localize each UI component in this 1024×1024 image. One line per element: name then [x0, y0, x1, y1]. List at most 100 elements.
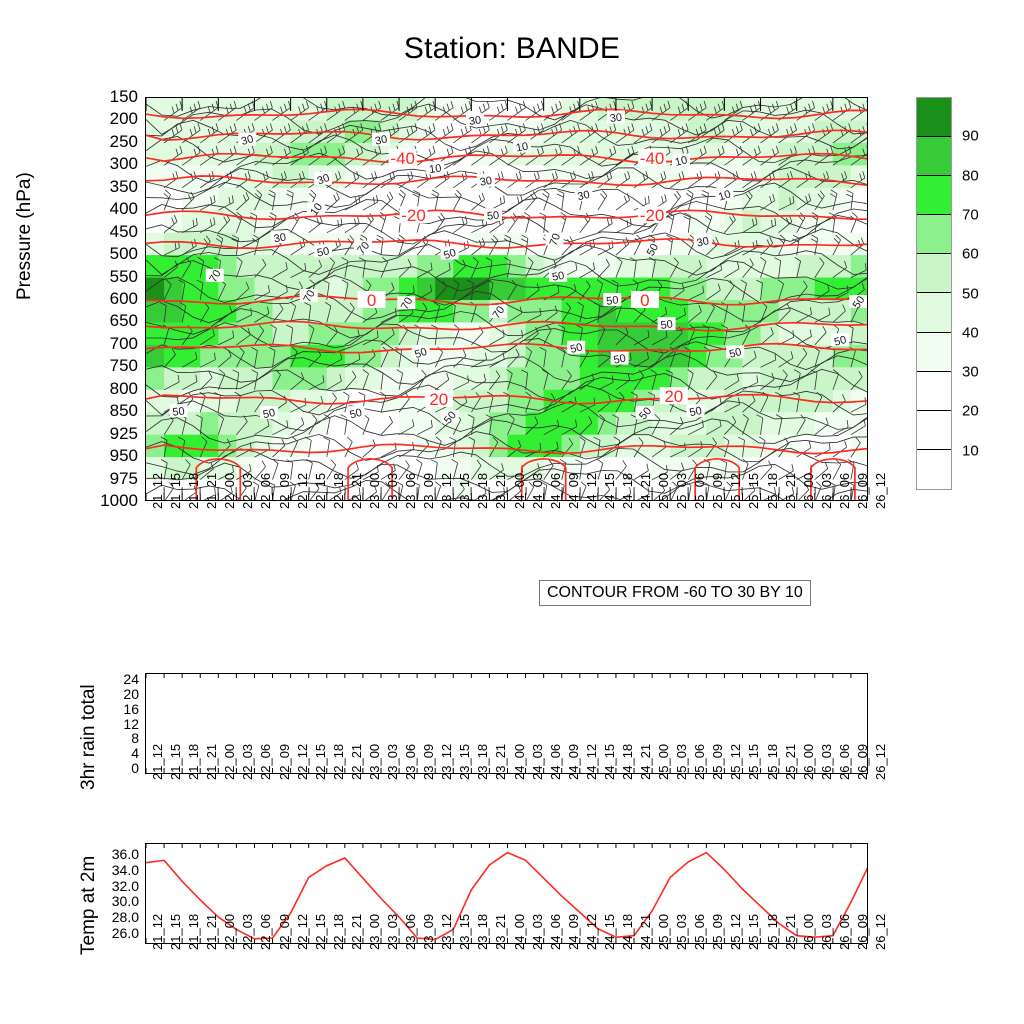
temp-xtick-24_12: 24_12 — [583, 913, 599, 950]
isotherm-label: -20 — [640, 206, 665, 225]
rain_panel-tick-12: 12 — [123, 715, 139, 732]
colorbar-tick-20: 20 — [962, 402, 979, 420]
temp-xtick-24_21: 24_21 — [638, 913, 654, 950]
rain-xtick-24_00: 24_00 — [511, 743, 527, 780]
rain-xtick-25_12: 25_12 — [728, 743, 744, 780]
colorbar-tick-50: 50 — [962, 285, 979, 302]
main-xtick-23_15: 23_15 — [457, 472, 473, 509]
rh-contour-label: 50 — [172, 405, 185, 418]
temp-xtick-24_00: 24_00 — [511, 913, 527, 950]
temperature-2m-plot[interactable] — [145, 843, 868, 944]
rain-xtick-25_21: 25_21 — [782, 743, 798, 780]
temp-xtick-25_03: 25_03 — [674, 913, 690, 950]
pressure-tick-750: 750 — [109, 356, 138, 376]
contour-caption: CONTOUR FROM -60 TO 30 BY 10 — [539, 580, 811, 606]
temp-xtick-23_09: 23_09 — [421, 913, 437, 950]
isotherm-label: 20 — [429, 390, 448, 409]
rh-contour-label: 50 — [851, 294, 868, 311]
temp-y-axis-labels: 36.0 34.0 32.0 30.0 28.0 26.0 — [45, 843, 139, 944]
rain-xtick-26_03: 26_03 — [818, 743, 834, 780]
colorbar-band-1 — [917, 137, 951, 177]
rh-label-bg — [643, 242, 662, 256]
temp-xtick-24_03: 24_03 — [529, 913, 545, 950]
temp_panel-tick-28.0: 28.0 — [111, 909, 139, 926]
rain-xtick-23_06: 23_06 — [403, 743, 419, 780]
rain-xtick-25_03: 25_03 — [674, 743, 690, 780]
panel-ticks — [146, 844, 852, 943]
main-xtick-23_21: 23_21 — [493, 472, 509, 509]
rh-label-bg — [567, 340, 586, 354]
main-xtick-23_18: 23_18 — [475, 472, 491, 509]
rain-xtick-24_06: 24_06 — [547, 743, 563, 780]
colorbar-band-7 — [917, 371, 951, 411]
rh-contour-label: 50 — [569, 341, 584, 356]
isotherm-label: 0 — [640, 291, 649, 310]
rain-xtick-25_06: 25_06 — [692, 743, 708, 780]
rain-xtick-24_15: 24_15 — [601, 743, 617, 780]
temp-xtick-22_09: 22_09 — [276, 913, 292, 950]
main-xtick-25_12: 25_12 — [728, 472, 744, 509]
rain_panel-tick-16: 16 — [123, 700, 139, 717]
temp-xtick-24_06: 24_06 — [547, 913, 563, 950]
rh-contour-label: 30 — [374, 133, 388, 147]
rh-contour-label: 50 — [442, 247, 457, 262]
main-x-axis-labels: 21_12 21_15 21_18 21_21 22_00 22_03 22_06 22_09… — [145, 473, 888, 575]
rh-contour-label: 70 — [399, 295, 415, 311]
main-xtick-22_12: 22_12 — [294, 472, 310, 509]
temp-xtick-25_18: 25_18 — [764, 913, 780, 950]
temp-xtick-21_15: 21_15 — [168, 913, 184, 950]
rain-xtick-22_09: 22_09 — [276, 743, 292, 780]
rh-label-bg — [606, 110, 625, 124]
rh-contour-label: 50 — [486, 210, 499, 223]
pressure-tick-650: 650 — [109, 311, 138, 331]
rain-xtick-21_12: 21_12 — [150, 743, 165, 780]
pressure-tick-600: 600 — [109, 289, 138, 308]
rain-xtick-21_18: 21_18 — [186, 743, 202, 780]
colorbar[interactable] — [916, 97, 952, 490]
rh-label-bg — [831, 333, 850, 347]
temp-xtick-25_06: 25_06 — [692, 913, 708, 950]
main-xtick-23_06: 23_06 — [403, 472, 419, 509]
bottom-ticks — [146, 493, 852, 500]
main-xtick-25_09: 25_09 — [710, 472, 726, 509]
main-xtick-23_00: 23_00 — [366, 472, 382, 509]
temp_panel-tick-26.0: 26.0 — [111, 925, 139, 941]
main-xtick-23_12: 23_12 — [439, 472, 455, 509]
rh-label-bg — [715, 188, 734, 201]
temp-xtick-23_12: 23_12 — [439, 913, 455, 950]
top-ticks — [146, 98, 834, 111]
main-xtick-26_00: 26_00 — [800, 472, 816, 509]
rh-label-bg — [484, 208, 502, 222]
main-xtick-25_15: 25_15 — [746, 472, 762, 509]
temp-xtick-21_12: 21_12 — [150, 913, 165, 950]
rh-label-bg — [169, 404, 188, 418]
main-xtick-21_18: 21_18 — [186, 472, 202, 509]
rain-xtick-23_12: 23_12 — [439, 743, 455, 780]
rh-contour-label: 50 — [349, 407, 364, 422]
rain-xtick-24_12: 24_12 — [583, 743, 599, 780]
rain-x-axis-labels: 21_12 21_15 21_18 21_21 22_00 22_03 22_06 22_09… — [145, 744, 888, 846]
rh-contour-label: 10 — [515, 141, 529, 155]
rain-total-plot[interactable] — [145, 673, 868, 774]
temp-xtick-26_09: 26_09 — [854, 913, 870, 950]
pressure-tick-800: 800 — [109, 378, 138, 398]
rain-xtick-22_06: 22_06 — [258, 743, 274, 780]
main-xtick-21_15: 21_15 — [168, 472, 184, 509]
time-height-cross-section-plot[interactable]: 30 30 30 30 10 10 10 30 30 30 10 10 50 30 70 50 50 30 70 50… — [145, 97, 868, 501]
rh-label-bg — [353, 240, 372, 254]
rain-xtick-26_09: 26_09 — [854, 743, 870, 780]
rh-contour-label: 50 — [660, 318, 674, 332]
colorbar-band-8 — [917, 410, 951, 450]
rain-canvas — [146, 674, 852, 773]
rain-xtick-22_12: 22_12 — [294, 743, 310, 780]
rain-xtick-22_03: 22_03 — [240, 743, 256, 780]
rh-label-bg — [314, 244, 333, 258]
rain-xtick-25_18: 25_18 — [764, 743, 780, 780]
temp_panel-tick-32.0: 32.0 — [111, 877, 139, 894]
temp-xtick-22_12: 22_12 — [294, 913, 310, 950]
main-xtick-23_03: 23_03 — [384, 472, 400, 509]
rain-xtick-25_00: 25_00 — [656, 743, 672, 780]
main-xtick-26_12: 26_12 — [873, 472, 888, 509]
rh-contour-label: 50 — [262, 407, 276, 421]
rh-label-bg — [513, 139, 531, 153]
